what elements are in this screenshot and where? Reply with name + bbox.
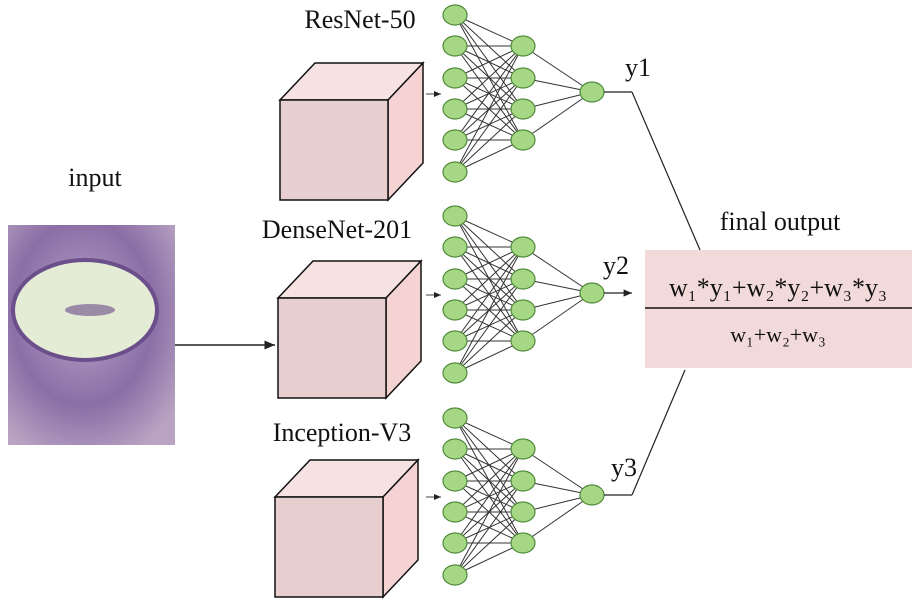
edge xyxy=(454,246,524,374)
edge xyxy=(454,511,524,576)
edge xyxy=(454,480,524,576)
neuron xyxy=(442,35,468,57)
neuron xyxy=(442,564,468,586)
neuron xyxy=(442,129,468,151)
edge xyxy=(522,292,593,342)
neuron xyxy=(510,470,536,492)
neuron xyxy=(442,330,468,352)
neuron xyxy=(442,236,468,258)
neuron xyxy=(442,438,468,460)
neuron xyxy=(510,532,536,554)
edge xyxy=(454,45,524,173)
edge xyxy=(454,417,524,450)
cube-front xyxy=(277,297,387,399)
model-name: Inception-V3 xyxy=(273,418,412,447)
final-output-title: final output xyxy=(720,207,841,236)
neuron xyxy=(442,407,468,429)
neuron xyxy=(442,161,468,183)
edge xyxy=(454,108,524,173)
edge xyxy=(454,542,524,576)
formula-denominator: w₁+w₂+w₃ xyxy=(730,322,826,347)
neuron xyxy=(442,501,468,523)
model-output: y2 xyxy=(603,251,629,280)
neuron xyxy=(442,205,468,227)
edge xyxy=(522,91,593,141)
edge xyxy=(454,77,524,173)
neuron xyxy=(442,98,468,120)
model-branch: Inception-V3 y3 xyxy=(273,369,686,599)
neuron xyxy=(510,330,536,352)
neuron xyxy=(442,362,468,384)
neuron xyxy=(579,282,605,304)
edge xyxy=(454,340,524,374)
edge xyxy=(454,45,524,79)
neuron xyxy=(510,67,536,89)
neuron xyxy=(510,501,536,523)
neuron xyxy=(442,532,468,554)
edge xyxy=(454,448,524,513)
edge xyxy=(454,448,524,576)
cube-front xyxy=(279,99,389,201)
edge xyxy=(522,494,593,544)
model-branch: ResNet-50 y1 xyxy=(278,4,701,251)
formula-numerator: w₁*y₁+w₂*y₂+w₃*y₃ xyxy=(669,273,887,302)
model-name: ResNet-50 xyxy=(304,5,415,34)
neuron xyxy=(510,129,536,151)
output-line xyxy=(631,369,686,496)
neuron xyxy=(579,81,605,103)
neuron xyxy=(442,67,468,89)
neuron xyxy=(442,470,468,492)
neuron xyxy=(510,438,536,460)
edge xyxy=(454,139,524,173)
edge xyxy=(454,309,524,374)
output-box xyxy=(645,250,912,368)
cube-front xyxy=(274,496,384,598)
input-label: input xyxy=(68,163,122,192)
model-branch: DenseNet-201 y2 xyxy=(262,205,632,400)
input-image xyxy=(8,225,175,445)
edge xyxy=(522,246,593,294)
edge xyxy=(454,246,524,280)
output-line xyxy=(631,91,701,251)
model-output: y1 xyxy=(625,53,651,82)
edge xyxy=(454,45,524,110)
model-name: DenseNet-201 xyxy=(262,215,412,244)
neuron xyxy=(442,4,468,26)
model-output: y3 xyxy=(611,453,637,482)
neuron xyxy=(510,299,536,321)
edge xyxy=(454,278,524,374)
edge xyxy=(454,246,524,311)
neuron xyxy=(442,268,468,290)
neuron xyxy=(510,236,536,258)
neuron xyxy=(510,268,536,290)
edge xyxy=(454,14,524,47)
neuron xyxy=(442,299,468,321)
neuron xyxy=(579,484,605,506)
edge xyxy=(454,45,524,141)
neuron xyxy=(510,35,536,57)
edge xyxy=(522,45,593,93)
edge xyxy=(522,448,593,496)
edge xyxy=(454,246,524,342)
neuron xyxy=(510,98,536,120)
edge xyxy=(454,448,524,544)
edge xyxy=(454,215,524,248)
edge xyxy=(454,448,524,482)
